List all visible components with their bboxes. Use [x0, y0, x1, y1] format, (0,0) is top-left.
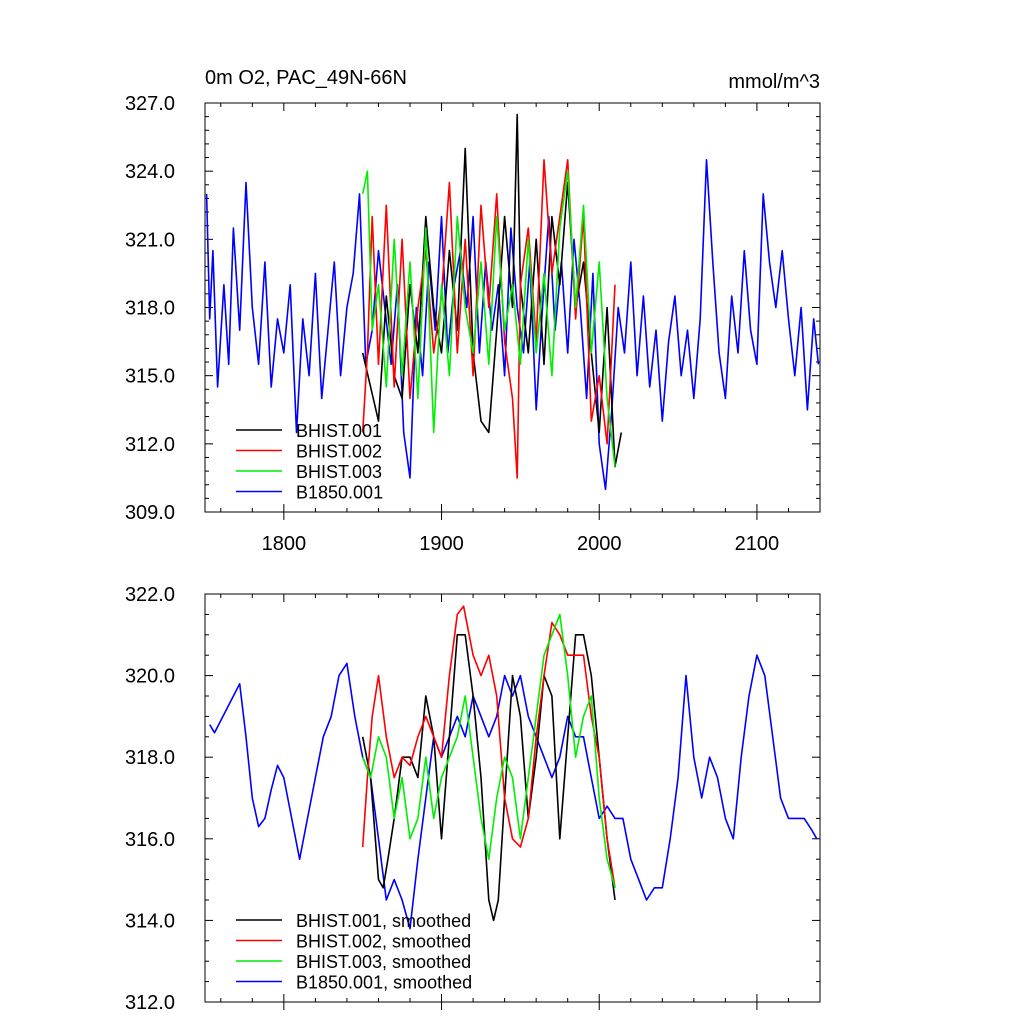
- y-tick-label: 315.0: [125, 366, 175, 388]
- y-tick-label: 312.0: [125, 434, 175, 456]
- legend-label: BHIST.001, smoothed: [296, 911, 471, 931]
- series-line-bhist-002-smoothed: [361, 605, 616, 888]
- series-line-b1850-001-smoothed: [209, 654, 818, 930]
- series-line-bhist-003: [361, 170, 616, 467]
- legend-label: BHIST.003, smoothed: [296, 952, 471, 972]
- y-tick-label: 318.0: [125, 747, 175, 769]
- y-tick-label: 314.0: [125, 910, 175, 932]
- y-tick-label: 322.0: [125, 584, 175, 606]
- legend-label: BHIST.002: [296, 442, 382, 462]
- y-tick-label: 324.0: [125, 161, 175, 183]
- series-line-bhist-001-smoothed: [361, 634, 616, 922]
- top-panel: 1800 1900 2000 2100 309.0 312.0 315.0 318.0 321.…: [125, 93, 821, 555]
- legend-label: BHIST.003: [296, 462, 382, 482]
- y-tick-label: 320.0: [125, 666, 175, 688]
- units-label: mmol/m^3: [728, 71, 820, 93]
- y-tick-label: 321.0: [125, 229, 175, 251]
- x-tick-label: 2100: [735, 533, 780, 555]
- y-tick-label: 312.0: [125, 992, 175, 1014]
- x-tick-label: 1800: [262, 533, 307, 555]
- x-tick-label: 2000: [577, 533, 622, 555]
- legend-label: BHIST.001: [296, 421, 382, 441]
- legend-label: B1850.001, smoothed: [296, 973, 472, 993]
- y-tick-label: 327.0: [125, 93, 175, 115]
- y-tick-label: 316.0: [125, 829, 175, 851]
- y-tick-label: 309.0: [125, 502, 175, 524]
- chart-title: 0m O2, PAC_49N-66N: [205, 67, 407, 89]
- x-tick-label: 1900: [419, 533, 464, 555]
- legend-label: B1850.001: [296, 483, 383, 503]
- y-tick-label: 318.0: [125, 298, 175, 320]
- series-line-bhist-003-smoothed: [361, 613, 616, 889]
- series-line-b1850-001: [205, 159, 820, 491]
- bottom-panel: 312.0 314.0 316.0 318.0 320.0 322.0 BHIST.001,…: [125, 584, 821, 1014]
- legend-label: BHIST.002, smoothed: [296, 932, 471, 952]
